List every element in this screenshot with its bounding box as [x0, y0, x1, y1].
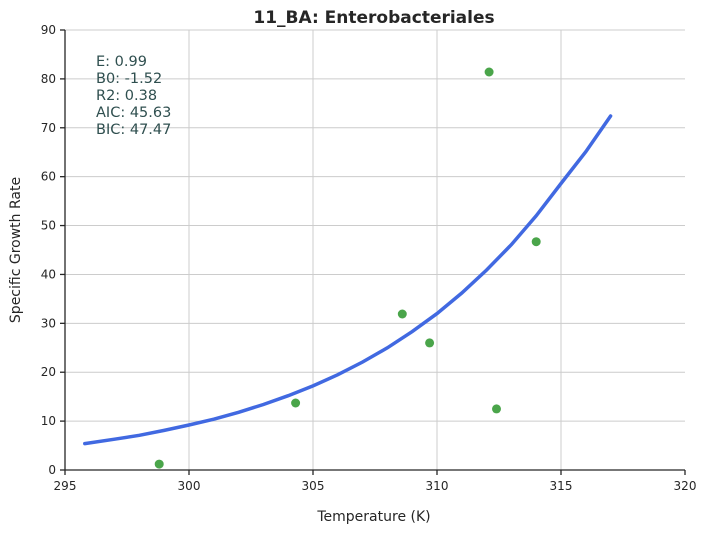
- y-tick-label: 60: [41, 170, 56, 184]
- fit-stat-line: E: 0.99: [96, 54, 147, 70]
- fit-stat-line: B0: -1.52: [96, 71, 162, 87]
- x-axis-ticks: 295 300 305 310 315 320: [54, 470, 697, 493]
- x-tick-label: 300: [178, 479, 201, 493]
- data-point: [425, 338, 435, 348]
- axes-spines: [64, 30, 685, 471]
- x-tick-label: 315: [550, 479, 573, 493]
- fit-stat-line: BIC: 47.47: [96, 122, 171, 138]
- x-tick-label: 320: [674, 479, 697, 493]
- y-tick-label: 70: [41, 121, 56, 135]
- y-tick-label: 50: [41, 219, 56, 233]
- y-axis-label: Specific Growth Rate: [8, 177, 24, 323]
- data-point: [531, 237, 541, 247]
- y-tick-label: 30: [41, 316, 56, 330]
- y-tick-label: 80: [41, 72, 56, 86]
- fit-curve-line: [83, 114, 613, 446]
- series-layer: [83, 67, 613, 469]
- x-tick-label: 305: [302, 479, 325, 493]
- chart-title: 11_BA: Enterobacteriales: [253, 8, 494, 28]
- fit-stat-line: AIC: 45.63: [96, 105, 171, 121]
- y-tick-label: 10: [41, 414, 56, 428]
- grid: [65, 29, 685, 470]
- data-point: [484, 67, 494, 77]
- y-tick-label: 40: [41, 267, 56, 281]
- data-point: [397, 309, 407, 319]
- y-axis-ticks: 0 10 20 30 40 50 60 70 80 90: [41, 23, 65, 477]
- y-tick-label: 90: [41, 23, 56, 37]
- x-tick-label: 295: [54, 479, 77, 493]
- data-point: [291, 398, 301, 408]
- x-tick-label: 310: [426, 479, 449, 493]
- data-point: [154, 459, 164, 469]
- fit-stat-line: R2: 0.38: [96, 88, 157, 104]
- y-tick-label: 20: [41, 365, 56, 379]
- y-tick-label: 0: [48, 463, 56, 477]
- x-axis-label: Temperature (K): [316, 509, 430, 525]
- data-point: [492, 404, 501, 414]
